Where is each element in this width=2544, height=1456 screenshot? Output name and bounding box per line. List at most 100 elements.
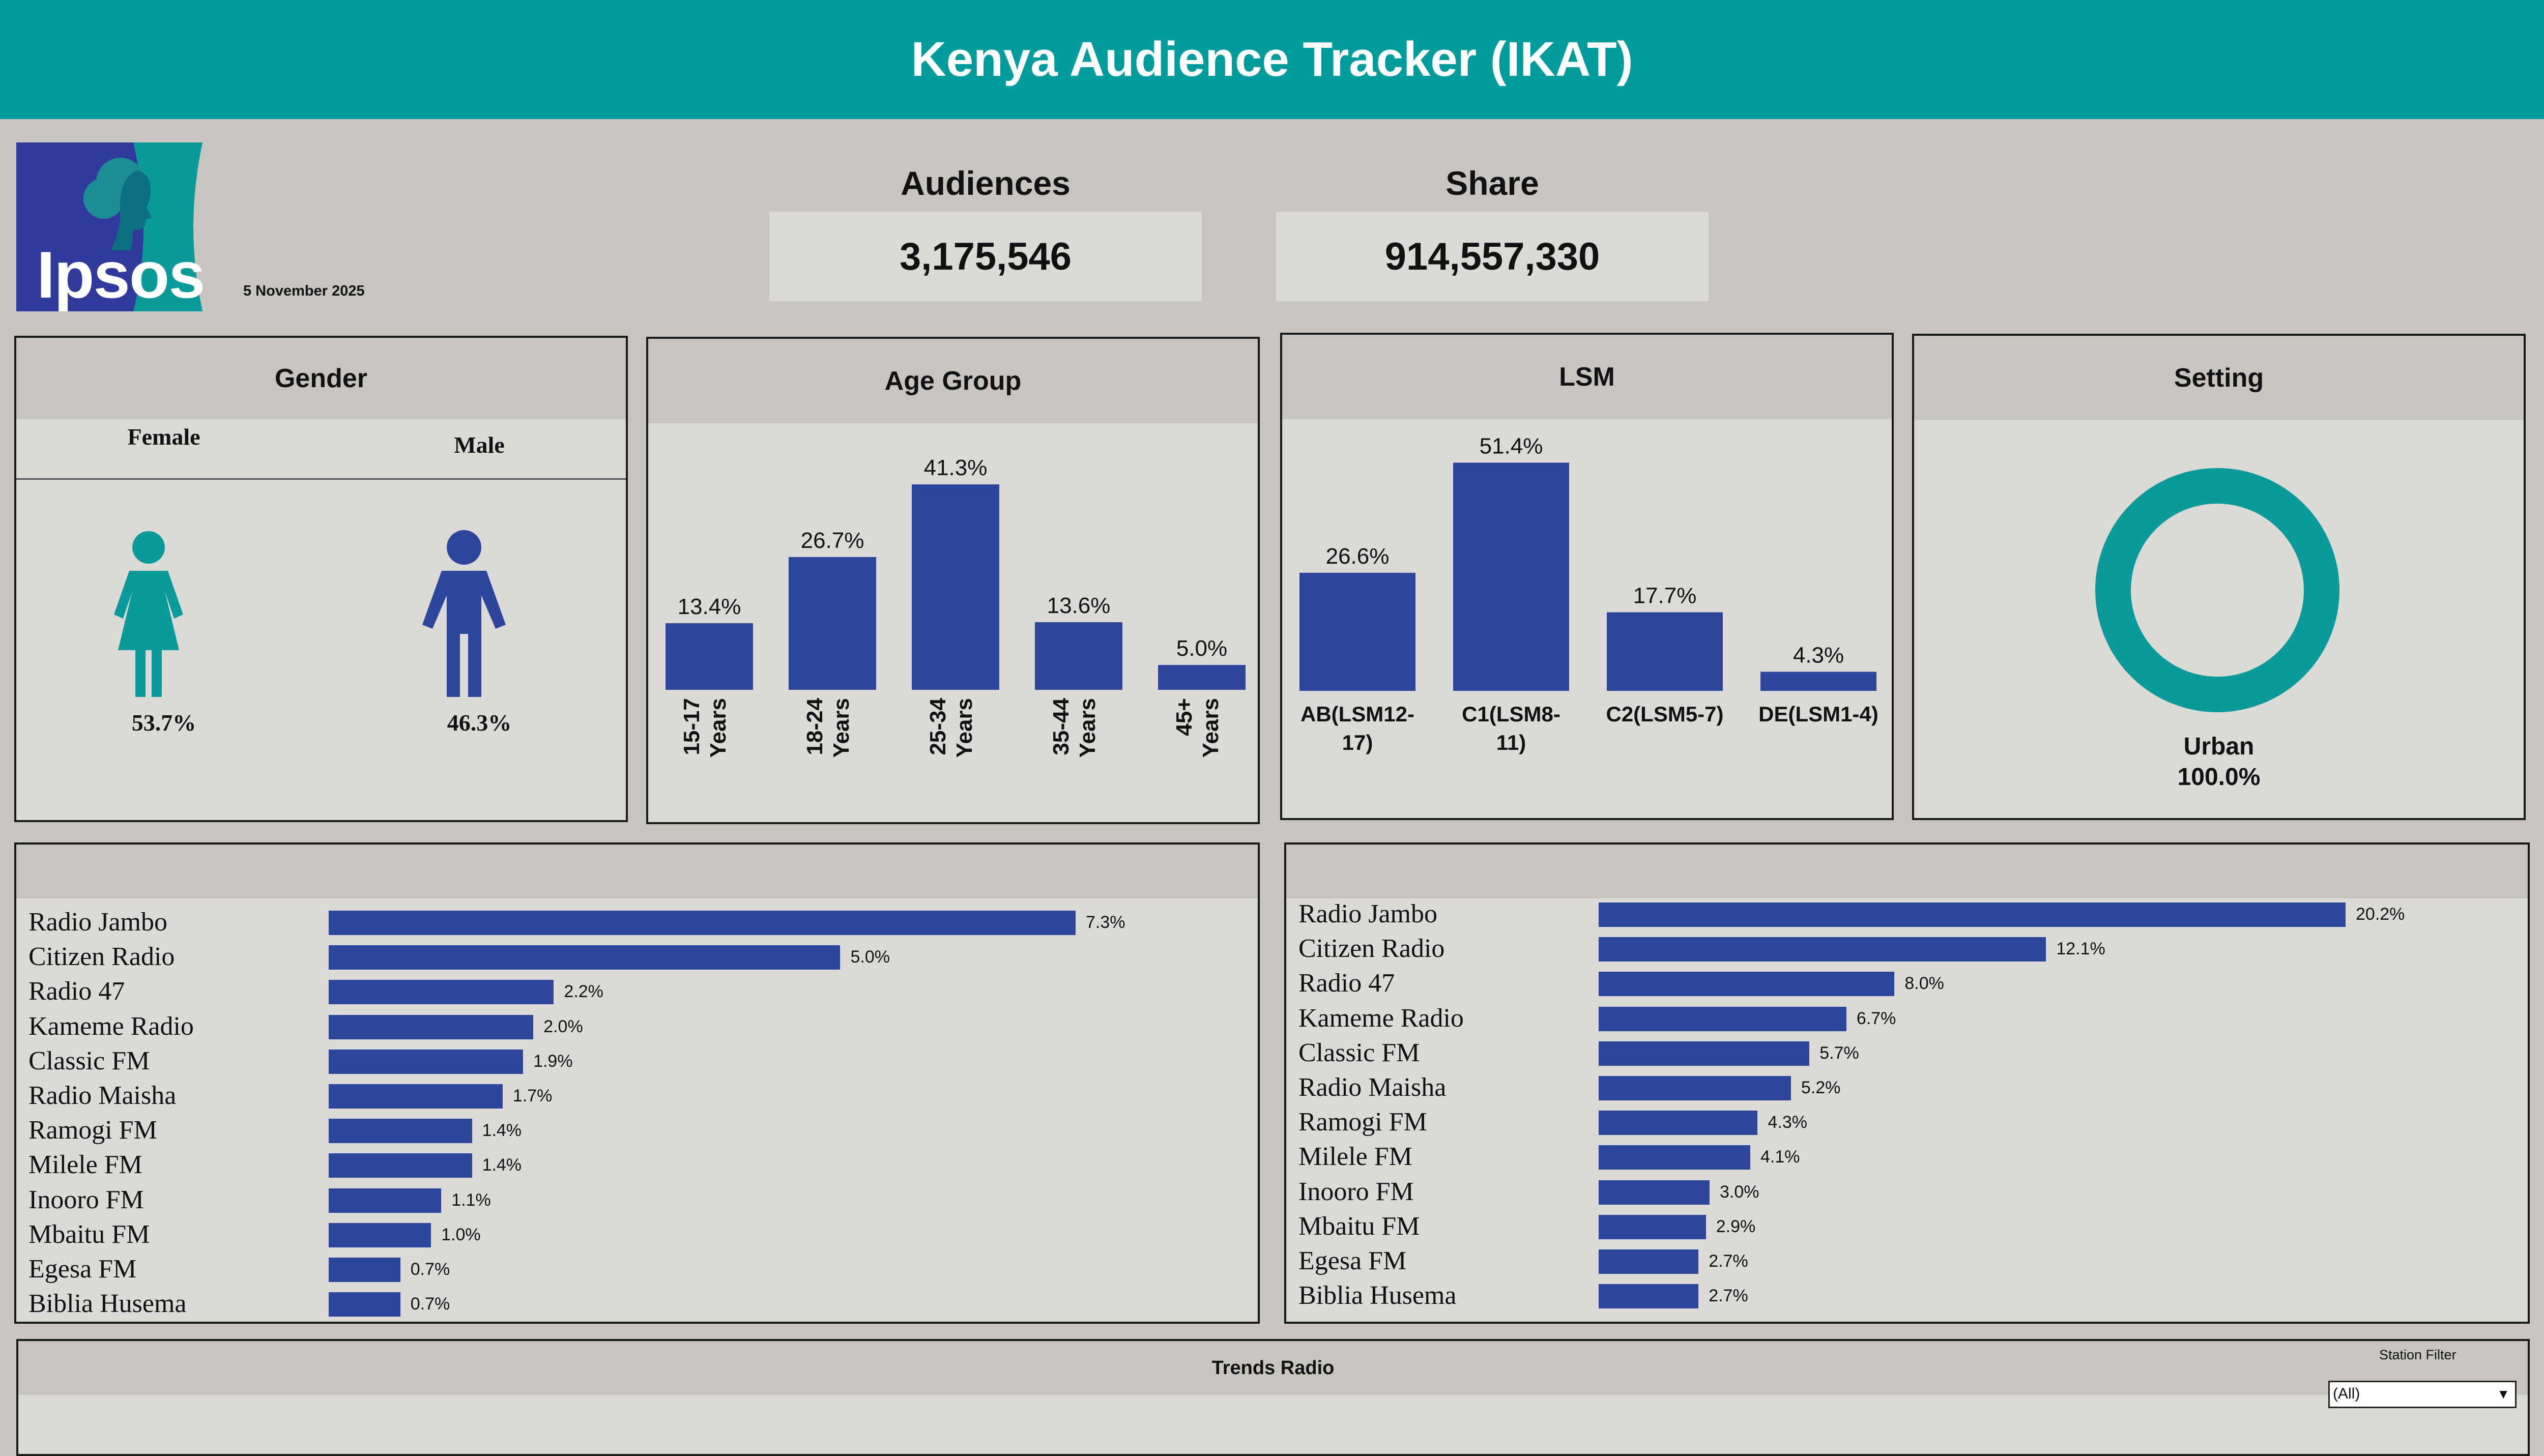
- station-share-station-name: Ramogi FM: [1298, 1108, 1427, 1137]
- station-share-row: Milele FM 4.1%: [1286, 1140, 2507, 1174]
- station-audience-value-label: 1.9%: [533, 1051, 573, 1071]
- lsm-bar-label-3: 4.3%: [1793, 643, 1844, 667]
- station-share-value-label: 3.0%: [1720, 1182, 1759, 1202]
- station-audience-station-name: Citizen Radio: [28, 942, 175, 972]
- station-audience-bar: [329, 1292, 400, 1317]
- station-audience-value-label: 2.0%: [543, 1016, 583, 1036]
- age-category-label-4-0: 45+: [1172, 698, 1197, 736]
- age-bar-0: [666, 623, 753, 690]
- female-label: Female: [127, 424, 200, 450]
- station-share-station-name: Radio Jambo: [1298, 899, 1437, 928]
- station-share-value-label: 2.7%: [1709, 1286, 1748, 1306]
- station-filter-label: Station Filter: [2379, 1347, 2456, 1362]
- station-share-row: Inooro FM 3.0%: [1286, 1175, 2507, 1209]
- station-filter-dropdown[interactable]: (All) ▼: [2328, 1381, 2517, 1408]
- station-audience-station-name: Classic FM: [28, 1046, 150, 1075]
- station-share-row: Classic FM 5.7%: [1286, 1036, 2507, 1070]
- lsm-bar-1: [1453, 462, 1569, 691]
- station-audience-bar: [329, 1258, 400, 1282]
- female-icon: [114, 531, 183, 697]
- age-bar-label-3: 13.6%: [1047, 593, 1111, 618]
- station-share-station-name: Kameme Radio: [1298, 1003, 1464, 1033]
- station-share-value-label: 12.1%: [2056, 939, 2105, 959]
- station-audience-station-name: Egesa FM: [28, 1255, 137, 1284]
- station-share-value-label: 20.2%: [2356, 905, 2405, 924]
- station-audience-row: Inooro FM 1.1%: [16, 1183, 1237, 1217]
- station-share-value-label: 2.7%: [1709, 1251, 1748, 1271]
- station-share-bar: [1599, 1006, 1846, 1031]
- station-share-bar: [1599, 937, 2046, 962]
- age-bar-label-4: 5.0%: [1176, 636, 1227, 661]
- station-audience-station-name: Inooro FM: [28, 1185, 144, 1214]
- station-share-row: Ramogi FM 4.3%: [1286, 1105, 2507, 1139]
- station-audience-bar: [329, 1188, 442, 1213]
- setting-category-value: 100.0%: [2177, 764, 2261, 791]
- logo-text: Ipsos: [37, 238, 203, 311]
- lsm-bar-label-2: 17.7%: [1633, 584, 1697, 608]
- urban-donut-segment: [2095, 468, 2339, 712]
- station-audience-station-name: Radio Jambo: [28, 908, 167, 937]
- lsm-title: LSM: [1282, 335, 1892, 419]
- age-bar-label-2: 41.3%: [924, 455, 988, 480]
- station-share-station-name: Classic FM: [1298, 1038, 1420, 1067]
- age-category-label-3-1: Years: [1075, 698, 1100, 758]
- station-audience-bar: [329, 1153, 472, 1178]
- station-audience-station-name: Radio Maisha: [28, 1081, 177, 1110]
- station-audience-bar: [329, 911, 1076, 935]
- station-audience-station-name: Mbaitu FM: [28, 1219, 150, 1249]
- station-share-row: Egesa FM 2.7%: [1286, 1244, 2507, 1278]
- age-bar-2: [912, 484, 999, 690]
- share-label: Share: [1446, 164, 1539, 202]
- chevron-down-icon[interactable]: ▼: [2497, 1386, 2510, 1402]
- station-audience-value-label: 1.4%: [482, 1121, 522, 1141]
- station-share-value-label: 4.3%: [1768, 1113, 1807, 1132]
- station-audience-station-name: Kameme Radio: [28, 1011, 194, 1041]
- lsm-bar-0: [1299, 572, 1415, 691]
- lsm-category-label-0-0: AB(LSM12-: [1300, 702, 1414, 726]
- age-bar-4: [1158, 665, 1246, 690]
- station-share-bar: [1599, 1076, 1791, 1100]
- station-share-station-name: Mbaitu FM: [1298, 1211, 1420, 1241]
- station-share-bar: [1599, 902, 2346, 927]
- station-share-bar: [1599, 1214, 1706, 1239]
- station-share-bar: [1599, 972, 1895, 997]
- station-share-station-name: Biblia Husema: [1298, 1281, 1457, 1311]
- station-audience-bar: [329, 945, 841, 970]
- audiences-value: 3,175,546: [769, 212, 1202, 301]
- age-category-label-1-1: Years: [829, 698, 854, 758]
- station-audience-value-label: 1.7%: [512, 1086, 553, 1105]
- station-share-row: Citizen Radio 12.1%: [1286, 932, 2507, 966]
- station-share-bar: [1599, 1180, 1710, 1205]
- station-audience-bar: [329, 1084, 503, 1109]
- lsm-category-label-2-0: C2(LSM5-7): [1606, 702, 1723, 726]
- station-share-bar: [1599, 1041, 1810, 1066]
- station-share-row: Radio Jambo 20.2%: [1286, 897, 2507, 931]
- station-audience-bar: [329, 1014, 534, 1039]
- station-share-row: Radio Maisha 5.2%: [1286, 1071, 2507, 1104]
- station-audience-row: Egesa FM 0.7%: [16, 1253, 1237, 1286]
- setting-donut-chart: [2095, 468, 2339, 712]
- station-audience-panel: Radio Jambo 7.3% Citizen Radio 5.0% Radio 47…: [14, 842, 1260, 1324]
- station-share-row: Biblia Husema 2.7%: [1286, 1279, 2507, 1313]
- lsm-bar-label-0: 26.6%: [1326, 544, 1390, 569]
- station-audience-row: Classic FM 1.9%: [16, 1044, 1237, 1078]
- lsm-category-label-3-0: DE(LSM1-4): [1758, 702, 1878, 726]
- dashboard-title: Kenya Audience Tracker (IKAT): [911, 32, 1633, 86]
- station-audience-row: Biblia Husema 0.7%: [16, 1287, 1237, 1321]
- age-bar-label-1: 26.7%: [801, 528, 864, 553]
- station-share-station-name: Milele FM: [1298, 1142, 1412, 1172]
- lsm-category-label-1-0: C1(LSM8-: [1462, 702, 1560, 726]
- gender-panel: Gender Female Male 53.7% 46.3%: [14, 336, 628, 822]
- station-audience-row: Mbaitu FM 1.0%: [16, 1218, 1237, 1251]
- station-share-panel: Radio Jambo 20.2% Citizen Radio 12.1% Radio …: [1284, 842, 2530, 1324]
- male-percentage: 46.3%: [447, 710, 512, 736]
- station-share-station-name: Radio Maisha: [1298, 1073, 1447, 1102]
- station-share-station-name: Inooro FM: [1298, 1177, 1414, 1206]
- female-percentage: 53.7%: [131, 710, 196, 736]
- station-share-value-label: 4.1%: [1760, 1147, 1800, 1167]
- station-share-value-label: 2.9%: [1716, 1216, 1756, 1236]
- share-value: 914,557,330: [1276, 212, 1709, 301]
- station-audience-value-label: 1.1%: [451, 1190, 491, 1210]
- station-audience-bar: [329, 980, 554, 1005]
